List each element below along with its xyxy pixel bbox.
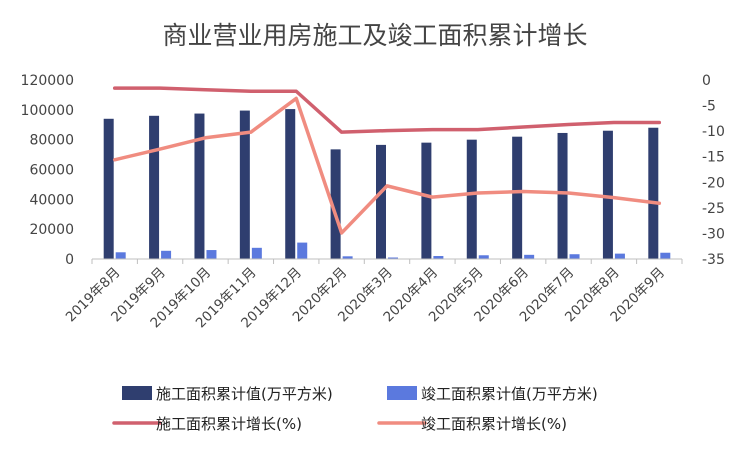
- bar-completion-4: [297, 242, 308, 259]
- bar-construction-7: [421, 142, 432, 259]
- line-construction-growth: [112, 86, 662, 134]
- legend-label-3: 竣工面积累计增长(%): [421, 415, 567, 433]
- y-right-tick-label: -10: [702, 124, 725, 140]
- bar-construction-2: [194, 113, 205, 259]
- y-left-tick-label: 80000: [29, 133, 74, 149]
- bar-construction-5: [330, 149, 341, 259]
- bar-construction-3: [239, 110, 250, 260]
- legend-label-0: 施工面积累计值(万平方米): [156, 385, 333, 403]
- bar-completion-7: [433, 256, 444, 259]
- y-left-tick-label: 100000: [21, 103, 74, 119]
- bar-construction-9: [512, 136, 523, 259]
- line-completion-growth: [112, 96, 662, 235]
- y-right-tick-label: 0: [702, 73, 711, 89]
- legend: 施工面积累计值(万平方米) 竣工面积累计值(万平方米) 施工面积累计增长(%) 竣工面…: [112, 385, 598, 433]
- y-right-tick-label: -30: [702, 226, 725, 242]
- bar-completion-11: [614, 253, 625, 259]
- chart-title: 商业营业用房施工及竣工面积累计增长: [162, 21, 587, 50]
- legend-label-1: 竣工面积累计值(万平方米): [421, 385, 598, 403]
- bar-completion-0: [115, 252, 126, 259]
- bar-construction-8: [466, 139, 477, 259]
- lines-layer: [112, 86, 662, 235]
- y-right-tick-label: -20: [702, 175, 725, 191]
- bar-completion-3: [251, 247, 262, 259]
- legend-swatch-1: [387, 386, 417, 400]
- bar-construction-11: [602, 130, 613, 259]
- bar-construction-6: [376, 144, 386, 259]
- y-left-tick-label: 0: [65, 252, 74, 268]
- bar-completion-5: [342, 256, 353, 259]
- y-right-tick-label: -25: [702, 201, 725, 217]
- bar-completion-2: [206, 250, 217, 259]
- bar-completion-8: [478, 255, 489, 259]
- y-left-tick-label: 60000: [29, 163, 74, 179]
- bar-construction-12: [648, 127, 659, 259]
- bar-completion-12: [660, 252, 671, 259]
- y-right-tick-label: -35: [702, 252, 725, 268]
- y-right-tick-label: -15: [702, 150, 725, 166]
- y-right-tick-label: -5: [702, 99, 716, 115]
- bar-construction-10: [557, 132, 568, 259]
- bar-completion-1: [161, 250, 172, 259]
- legend-label-2: 施工面积累计增长(%): [156, 415, 302, 433]
- y-left-tick-label: 40000: [29, 192, 74, 208]
- y-left-tick-label: 120000: [21, 73, 74, 89]
- bar-construction-4: [285, 109, 296, 260]
- bar-construction-1: [149, 115, 160, 259]
- bar-completion-6: [388, 257, 398, 259]
- legend-swatch-0: [122, 386, 152, 400]
- bars-layer: [103, 109, 671, 260]
- bar-completion-9: [524, 254, 535, 259]
- bar-completion-10: [569, 254, 580, 259]
- y-left-tick-label: 20000: [29, 222, 74, 238]
- bar-construction-0: [103, 118, 114, 260]
